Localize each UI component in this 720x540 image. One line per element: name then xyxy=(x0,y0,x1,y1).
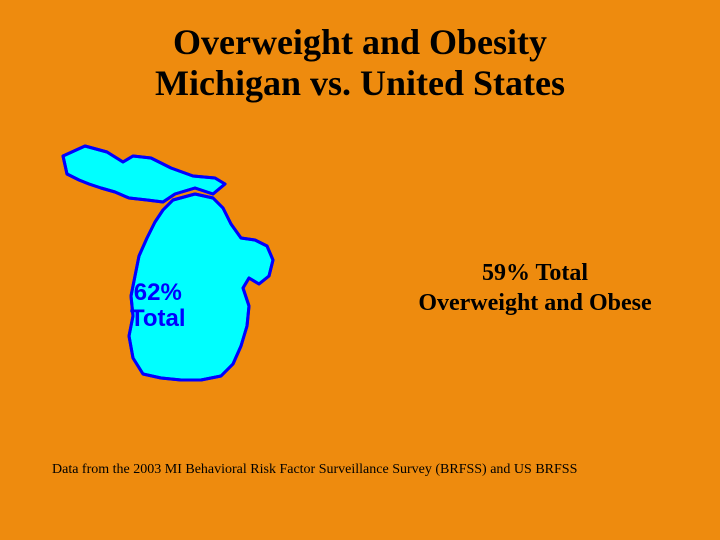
michigan-map-svg xyxy=(55,128,305,388)
michigan-stat-value: 62% xyxy=(130,280,186,306)
title-line-2: Michigan vs. United States xyxy=(0,63,720,104)
slide: Overweight and Obesity Michigan vs. Unit… xyxy=(0,0,720,540)
michigan-stat-label: 62% Total xyxy=(130,280,186,333)
michigan-stat-total: Total xyxy=(130,306,186,332)
title-line-1: Overweight and Obesity xyxy=(0,22,720,63)
citation: Data from the 2003 MI Behavioral Risk Fa… xyxy=(52,462,577,478)
michigan-upper-peninsula xyxy=(63,146,225,202)
michigan-map xyxy=(55,128,305,388)
slide-title: Overweight and Obesity Michigan vs. Unit… xyxy=(0,22,720,105)
us-stat: 59% Total Overweight and Obese xyxy=(380,258,690,318)
us-stat-line-2: Overweight and Obese xyxy=(380,288,690,318)
us-stat-line-1: 59% Total xyxy=(380,258,690,288)
